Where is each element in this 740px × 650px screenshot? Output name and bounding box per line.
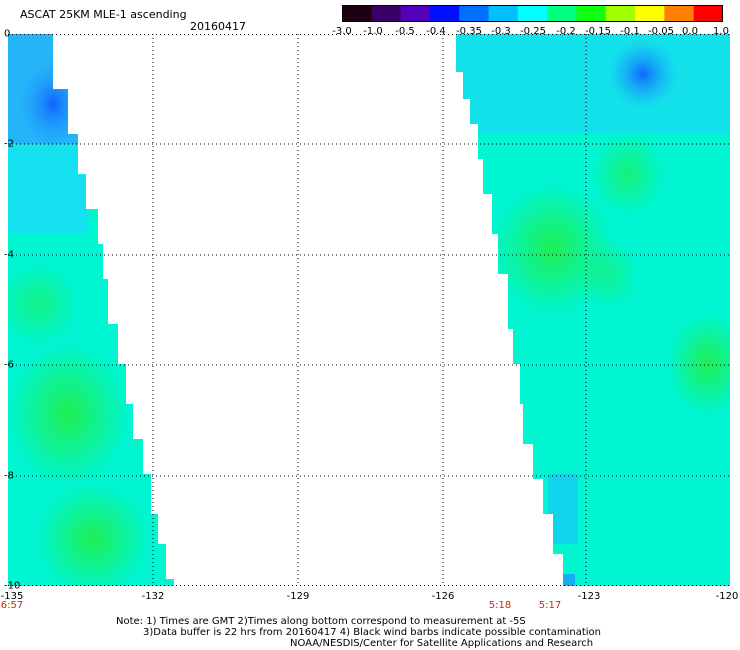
colorbar-labels: -3.0 -1.0 -0.5 -0.4 -0.35 -0.3 -0.25 -0.…	[0, 26, 740, 38]
colorbar-label: -0.35	[456, 26, 482, 37]
y-tick-label: -8	[4, 470, 14, 482]
y-tick-label: -4	[4, 249, 14, 261]
colorbar-swatch	[400, 5, 431, 22]
colorbar-swatch	[693, 5, 723, 22]
pass-time-label: 6:57	[0, 600, 24, 611]
map-title: ASCAT 25KM MLE-1 ascending	[20, 8, 187, 21]
colorbar-label: -0.3	[491, 26, 511, 37]
y-tick-label: -10	[4, 580, 21, 592]
colorbar-swatch	[488, 5, 519, 22]
y-tick-label: 0	[4, 28, 11, 40]
colorbar-swatch	[576, 5, 607, 22]
y-tick-label: -6	[4, 359, 14, 371]
colorbar-label: 0.0	[682, 26, 698, 37]
colorbar-swatch	[429, 5, 460, 22]
colorbar-label: -1.0	[363, 26, 383, 37]
x-tick-label: -135	[0, 591, 24, 602]
x-tick-label: -123	[577, 591, 601, 602]
colorbar-swatch	[517, 5, 548, 22]
x-tick-label: -120	[715, 591, 739, 602]
colorbar-label: 1.0	[713, 26, 729, 37]
x-tick-label: -129	[286, 591, 310, 602]
colorbar-label: -0.25	[520, 26, 546, 37]
colorbar-label: -0.05	[648, 26, 674, 37]
colorbar-swatch	[342, 5, 372, 22]
colorbar-swatch	[459, 5, 490, 22]
colorbar-label: -0.1	[620, 26, 640, 37]
colorbar	[342, 5, 723, 22]
colorbar-label: -0.2	[556, 26, 576, 37]
colorbar-label: -3.0	[332, 26, 352, 37]
y-tick-label: -2	[4, 138, 14, 150]
colorbar-label: -0.4	[426, 26, 446, 37]
x-tick-label: -132	[141, 591, 165, 602]
pass-time-label: 5:17	[538, 600, 562, 611]
colorbar-swatch	[635, 5, 665, 22]
colorbar-label: -0.15	[585, 26, 611, 37]
colorbar-swatch	[547, 5, 577, 22]
colorbar-label: -0.5	[395, 26, 415, 37]
colorbar-swatch	[371, 5, 402, 22]
map-date: 20160417	[190, 20, 246, 33]
note-line-2: 3)Data buffer is 22 hrs from 20160417 4)…	[143, 627, 601, 638]
colorbar-swatch	[605, 5, 636, 22]
x-tick-label: -126	[431, 591, 455, 602]
map-plot	[8, 34, 730, 586]
colorbar-swatch	[664, 5, 695, 22]
pass-time-label: 5:18	[488, 600, 512, 611]
note-line-3: NOAA/NESDIS/Center for Satellite Applica…	[290, 638, 594, 649]
note-line-1: Note: 1) Times are GMT 2)Times along bot…	[116, 616, 526, 627]
